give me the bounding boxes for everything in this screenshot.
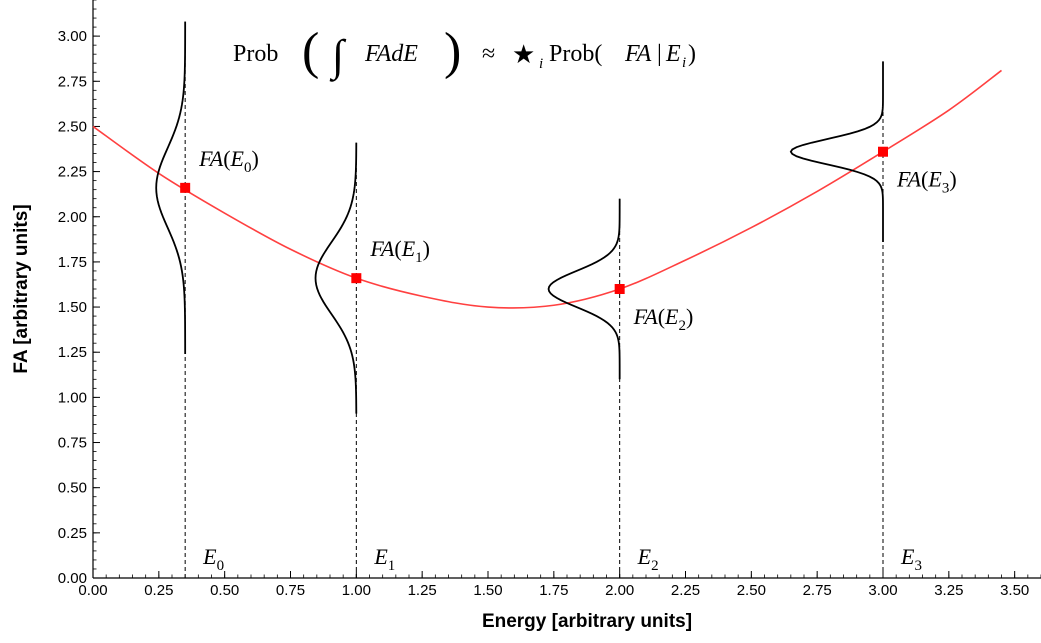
x-tick-label: 0.00 [78,582,107,599]
y-tick-label: 1.25 [58,344,87,361]
formula-prob: Prob [233,41,278,67]
gaussian-0 [155,21,187,355]
y-tick-label: 2.75 [58,73,87,90]
fa-curve [92,69,1002,309]
formula-end: ) [688,41,696,67]
y-tick-label: 2.00 [58,209,87,226]
e-label-2: E2 [637,544,659,574]
e-label-3: E3 [900,544,922,574]
x-tick-label: 1.50 [473,582,502,599]
x-tick-label: 0.25 [144,582,173,599]
e-label-1: E1 [373,544,395,574]
formula-close-paren: ) [444,23,461,80]
x-tick-label: 2.00 [605,582,634,599]
x-axis-title: Energy [arbitrary units] [482,611,692,632]
y-tick-label: 0.00 [58,570,87,587]
formula-approx: ≈ [482,41,495,67]
x-tick-label: 2.50 [737,582,766,599]
formula-annotation: Prob ( ∫ FAdE ) ≈ ★ i Prob( FA | E i ) [233,23,696,82]
data-point-2 [614,284,625,294]
plot-area: 0.00 0.25 0.50 0.75 1.00 1.25 1.50 1.75 2.00 2.25… [11,0,1041,632]
formula-e: E [665,41,681,67]
fa-label-0: FA(E0) [198,146,259,176]
e-label-0: E0 [202,544,224,574]
formula-bar: | [657,41,662,67]
data-point-0 [180,182,191,193]
y-axis-title: FA [arbitrary units] [11,204,32,373]
y-tick-label: 1.50 [58,299,87,316]
formula-star-sub: i [539,56,543,72]
fa-label-2: FA(E2) [633,304,694,334]
formula-integrand: FAdE [364,41,418,67]
data-point-3 [878,146,888,157]
gaussian-3 [789,61,884,243]
y-tick-label: 3.00 [58,28,87,45]
fa-label-3: FA(E3) [896,167,957,197]
x-tick-label: 2.75 [803,582,832,599]
y-tick-label: 2.25 [58,164,87,181]
y-tick-label: 0.25 [58,525,87,542]
x-tick-label: 3.25 [934,582,963,599]
data-point-1 [351,273,362,284]
x-tick-label: 3.00 [868,582,897,599]
x-tick-label: 3.50 [1000,582,1029,599]
y-tick-label: 2.50 [58,118,87,135]
formula-star: ★ [512,40,535,69]
y-tick-label: 1.00 [58,389,87,406]
formula-integral: ∫ [329,31,347,82]
fa-label-1: FA(E1) [369,236,430,266]
x-tick-label: 1.25 [408,582,437,599]
y-tick-label: 1.75 [58,254,87,271]
x-tick-label: 0.50 [210,582,239,599]
x-tick-label: 0.75 [276,582,305,599]
x-tick-label: 1.75 [539,582,568,599]
formula-prob2: Prob( [549,41,602,67]
formula-open-paren: ( [302,23,319,80]
gaussian-2 [547,198,621,380]
formula-fa: FA [624,41,652,67]
x-tick-label: 1.00 [342,582,371,599]
x-tick-label: 2.25 [671,582,700,599]
formula-e-sub: i [682,55,686,71]
y-tick-label: 0.50 [58,480,87,497]
y-tick-label: 0.75 [58,435,87,452]
gaussian-1 [314,142,358,414]
